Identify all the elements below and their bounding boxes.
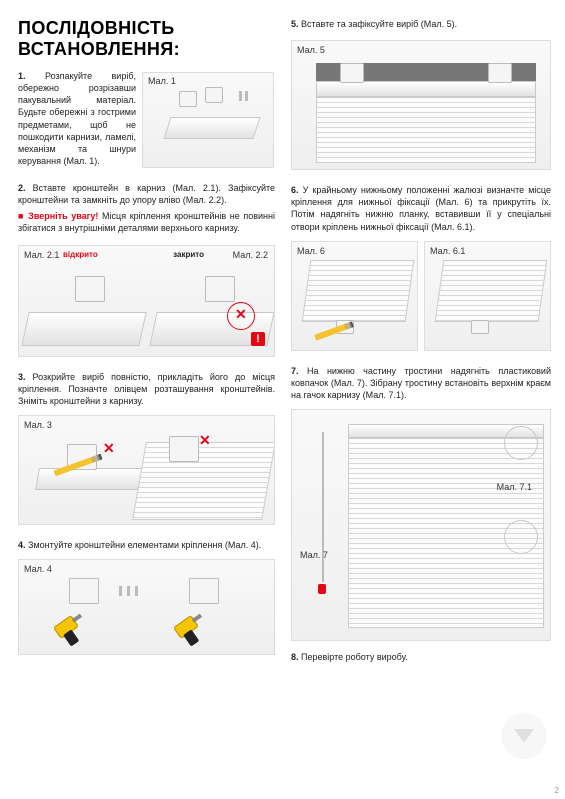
step-5-num: 5. (291, 19, 299, 29)
step-8-text: Перевірте роботу виробу. (301, 652, 408, 662)
step-6-text: У крайньому нижньому положенні жалюзі ви… (291, 185, 551, 231)
step-3-num: 3. (18, 372, 26, 382)
figure-4: Мал. 4 (18, 559, 275, 655)
drill-icon (42, 603, 89, 650)
watermark-icon (501, 713, 547, 759)
page-number: 2 (555, 786, 559, 795)
figure-5: Мал. 5 (291, 40, 551, 170)
figure-1: Мал. 1 (142, 72, 274, 168)
step-6-num: 6. (291, 185, 299, 195)
figure-6: Мал. 6 (291, 241, 418, 351)
figure-22-label: Мал. 2.2 (233, 250, 268, 260)
figure-5-label: Мал. 5 (297, 45, 325, 55)
drill-icon (162, 603, 209, 650)
step-2-warning: ■ Зверніть увагу! Місця кріплення кроншт… (18, 210, 275, 234)
figure-3: Мал. 3 ✕ ✕ (18, 415, 275, 525)
step-8: 8. Перевірте роботу виробу. (291, 651, 551, 663)
step-5: 5. Вставте та зафіксуйте виріб (Мал. 5). (291, 18, 551, 30)
figure-21-label: Мал. 2.1 (24, 250, 59, 260)
figure-6-group: Мал. 6 Мал. 6.1 (291, 241, 551, 351)
step-5-text: Вставте та зафіксуйте виріб (Мал. 5). (301, 19, 457, 29)
step-3: 3. Розкрийте виріб повністю, прикладіть … (18, 371, 275, 407)
step-2: 2. Вставте кронштейн в карниз (Мал. 2.1)… (18, 182, 275, 206)
figure-4-label: Мал. 4 (24, 564, 52, 574)
step-3-text: Розкрийте виріб повністю, прикладіть йог… (18, 372, 275, 406)
x-icon: ✕ (235, 306, 247, 323)
x-icon: ✕ (199, 432, 211, 449)
figure-7-label: Мал. 7 (300, 550, 328, 560)
figure-3-label: Мал. 3 (24, 420, 52, 430)
step-7: 7. На нижню частину тростини надягніть п… (291, 365, 551, 401)
step-4: 4. Змонтуйте кронштейни елементами кріпл… (18, 539, 275, 551)
step-1-text: Розпакуйте виріб, обережно розрізавши па… (18, 71, 136, 166)
figure-71-label: Мал. 7.1 (497, 482, 532, 492)
step-2-num: 2. (18, 183, 26, 193)
figure-7: Мал. 7 Мал. 7.1 (291, 409, 551, 641)
warning-prefix: ■ Зверніть увагу! (18, 211, 98, 221)
left-column: ПОСЛІДОВНІСТЬ ВСТАНОВЛЕННЯ: 1. Розпакуйт… (18, 18, 275, 787)
step-7-num: 7. (291, 366, 299, 376)
right-column: 5. Вставте та зафіксуйте виріб (Мал. 5).… (291, 18, 551, 787)
figure-61: Мал. 6.1 (424, 241, 551, 351)
figure-61-label: Мал. 6.1 (430, 246, 465, 256)
step-2-text: Вставте кронштейн в карниз (Мал. 2.1). З… (18, 183, 275, 205)
step-7-text: На нижню частину тростини надягніть плас… (291, 366, 551, 400)
step-4-num: 4. (18, 540, 26, 550)
warning-icon: ! (251, 332, 265, 346)
open-label: відкрито (63, 250, 98, 259)
step-1-num: 1. (18, 71, 26, 81)
step-4-text: Змонтуйте кронштейни елементами кріпленн… (28, 540, 261, 550)
step-1: 1. Розпакуйте виріб, обережно розрізавши… (18, 70, 275, 168)
step-8-num: 8. (291, 652, 299, 662)
x-icon: ✕ (103, 440, 115, 457)
figure-1-label: Мал. 1 (148, 76, 176, 86)
figure-6-label: Мал. 6 (297, 246, 325, 256)
step-6: 6. У крайньому нижньому положенні жалюзі… (291, 184, 551, 233)
figure-2: Мал. 2.1 Мал. 2.2 відкрито закрито ✕ ! (18, 245, 275, 357)
page-title: ПОСЛІДОВНІСТЬ ВСТАНОВЛЕННЯ: (18, 18, 275, 60)
closed-label: закрито (173, 250, 204, 259)
